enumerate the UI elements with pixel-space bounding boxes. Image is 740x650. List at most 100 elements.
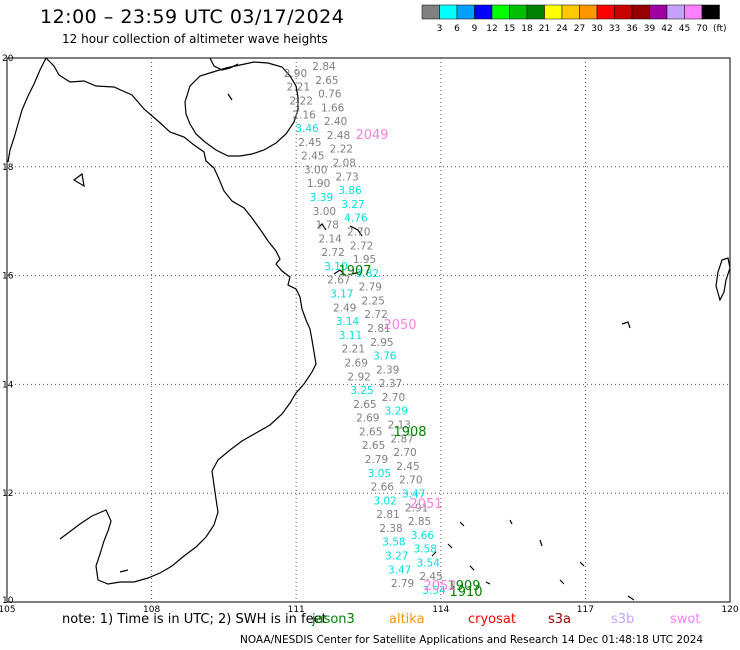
wave-height-value: 2.65 bbox=[359, 426, 382, 438]
wave-height-value: 3.82 bbox=[356, 268, 379, 280]
wave-height-value: 2.25 bbox=[362, 295, 385, 307]
wave-height-value: 2.87 bbox=[390, 433, 413, 445]
wave-height-value: 4.76 bbox=[344, 213, 368, 225]
wave-height-value: 2.21 bbox=[287, 82, 310, 94]
coastline-spratly-1 bbox=[431, 519, 585, 585]
wave-height-value: 3.46 bbox=[295, 123, 319, 135]
wave-height-value: 2.72 bbox=[321, 247, 344, 259]
wave-height-value: 0.76 bbox=[318, 89, 342, 101]
colorbar-swatch bbox=[631, 4, 650, 20]
wave-height-value: 2.79 bbox=[359, 282, 382, 294]
wave-height-value: 2.21 bbox=[342, 344, 365, 356]
coastline-cambodia-islands bbox=[72, 93, 233, 573]
colorbar-label: 24 bbox=[556, 24, 568, 34]
colorbar-label: 30 bbox=[591, 24, 603, 34]
wave-height-value: 3.58 bbox=[414, 544, 437, 556]
wave-height-value: 2.66 bbox=[371, 482, 395, 494]
satellite-legend: jason3 altika cryosat s3a s3b swot bbox=[0, 612, 740, 630]
wave-height-value: 2.39 bbox=[376, 364, 399, 376]
pass-id-label: 1907 bbox=[338, 264, 371, 279]
colorbar-swatch bbox=[596, 4, 615, 20]
longitude-tick-label: 111 bbox=[288, 605, 305, 615]
coastline-spratly-2 bbox=[621, 321, 635, 601]
wave-height-value: 3.10 bbox=[324, 261, 347, 273]
wave-height-value: 2.45 bbox=[419, 571, 442, 583]
latitude-tick-label: 12 bbox=[2, 489, 13, 499]
wave-height-value: 2.48 bbox=[327, 130, 350, 142]
wave-height-value: 2.14 bbox=[318, 233, 342, 245]
legend-s3a: s3a bbox=[548, 612, 572, 627]
wave-height-value: 3.29 bbox=[385, 406, 408, 418]
colorbar-swatch bbox=[421, 4, 440, 20]
coastline-vietnam bbox=[45, 57, 317, 585]
wave-height-value: 3.11 bbox=[339, 330, 362, 342]
latitude-tick-label: 20 bbox=[2, 54, 14, 64]
colorbar-swatch bbox=[579, 4, 598, 20]
wave-height-value: 3.25 bbox=[350, 385, 373, 397]
latitude-tick-label: 10 bbox=[2, 596, 14, 606]
wave-height-value: 2.69 bbox=[356, 413, 379, 425]
latitude-ticks: 20 18 16 14 12 10 bbox=[2, 54, 14, 606]
longitude-ticks: 105 108 111 114 117 120 bbox=[0, 605, 739, 615]
wave-height-value: 2.49 bbox=[333, 302, 356, 314]
wave-height-value: 1.66 bbox=[321, 102, 345, 114]
colorbar-swatch bbox=[701, 4, 720, 20]
wave-height-value: 2.45 bbox=[396, 461, 419, 473]
footer-credit: NOAA/NESDIS Center for Satellite Applica… bbox=[240, 634, 704, 646]
colorbar-swatch bbox=[544, 4, 563, 20]
note-text: note: 1) Time is in UTC; 2) SWH is in fe… bbox=[62, 612, 327, 627]
wave-height-value: 3.39 bbox=[310, 192, 333, 204]
wave-height-value: 2.79 bbox=[391, 578, 414, 590]
pass-id-label: 2050 bbox=[383, 318, 416, 333]
wave-height-value: 2.67 bbox=[327, 275, 350, 287]
longitude-tick-label: 114 bbox=[432, 605, 449, 615]
colorbar-label: 12 bbox=[486, 24, 497, 34]
wave-height-value: 2.90 bbox=[284, 68, 307, 80]
wave-height-value: 2.69 bbox=[345, 357, 368, 369]
wave-height-value: 3.14 bbox=[336, 316, 360, 328]
pass-id-label: 1908 bbox=[393, 425, 426, 440]
longitude-tick-label: 117 bbox=[577, 605, 594, 615]
wave-height-value: 2.22 bbox=[290, 95, 313, 107]
altimeter-track: 2.84 2.90 2.65 2.21 0.76 2.22 1.66 2.16 2.40 3.46… bbox=[284, 61, 446, 597]
colorbar-label: 27 bbox=[574, 24, 585, 34]
coastline-vietnam-inland bbox=[7, 57, 47, 163]
wave-height-value: 3.76 bbox=[373, 351, 397, 363]
colorbar-label: 45 bbox=[679, 24, 690, 34]
legend-s3b: s3b bbox=[611, 612, 635, 627]
wave-height-value: 3.17 bbox=[330, 289, 353, 301]
colorbar-swatch bbox=[684, 4, 703, 20]
wave-height-value: 2.65 bbox=[353, 399, 376, 411]
wave-height-value: 3.02 bbox=[373, 495, 396, 507]
wave-height-value: 2.13 bbox=[388, 420, 411, 432]
wave-height-value: 2.81 bbox=[376, 509, 399, 521]
wave-height-value: 2.70 bbox=[347, 226, 370, 238]
coastline-paracel bbox=[317, 223, 363, 277]
colorbar-label: 6 bbox=[454, 24, 460, 34]
map-frame bbox=[6, 57, 731, 603]
pass-id-label: 1909 bbox=[447, 579, 480, 594]
pass-id-label: 2049 bbox=[355, 128, 388, 143]
wave-height-value: 3.27 bbox=[341, 199, 364, 211]
wave-height-value: 2.70 bbox=[382, 392, 405, 404]
coastline-leizhou bbox=[209, 57, 239, 71]
wave-height-value: 2.95 bbox=[370, 337, 393, 349]
wave-height-value: 3.00 bbox=[313, 206, 336, 218]
map-title: 12:00 – 23:59 UTC 03/17/2024 bbox=[40, 6, 345, 28]
wave-height-value: 2.38 bbox=[379, 523, 402, 535]
latitude-tick-label: 14 bbox=[2, 380, 14, 390]
colorbar-swatch bbox=[526, 4, 545, 20]
wave-height-value: 2.40 bbox=[324, 116, 347, 128]
colorbar-label: 33 bbox=[609, 24, 620, 34]
legend-altika: altika bbox=[389, 612, 425, 627]
wave-height-value: 2.22 bbox=[330, 144, 353, 156]
wave-height-value: 3.58 bbox=[382, 537, 405, 549]
colorbar-swatch bbox=[666, 4, 685, 20]
wave-height-value: 3.47 bbox=[388, 564, 411, 576]
wave-height-value: 2.37 bbox=[379, 378, 402, 390]
wave-height-value: 3.54 bbox=[422, 585, 446, 597]
colorbar-swatch bbox=[491, 4, 510, 20]
wave-height-value: 3.86 bbox=[338, 185, 362, 197]
